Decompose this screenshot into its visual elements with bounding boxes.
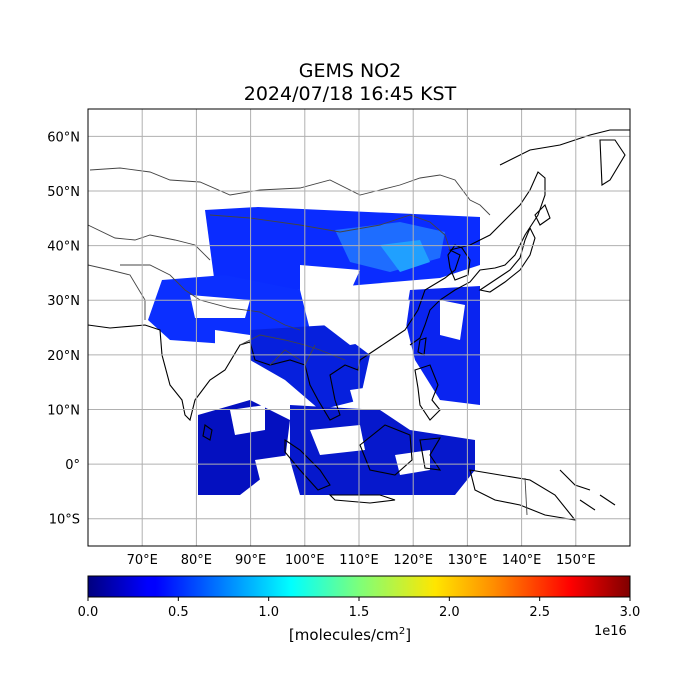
lat-tick-label: 10°N xyxy=(47,403,80,418)
lat-tick-label: 30°N xyxy=(47,294,80,309)
colorbar-label: [molecules/cm2] xyxy=(288,626,412,644)
lon-tick-label: 80°E xyxy=(181,553,212,568)
colorbar-tick-label: 2.0 xyxy=(439,605,460,620)
colorbar-ticks: 0.0 0.5 1.0 1.5 2.0 2.5 3.0 xyxy=(78,597,641,620)
lon-tick-label: 140°E xyxy=(502,553,542,568)
colorbar-tick-label: 3.0 xyxy=(620,605,641,620)
lon-tick-label: 120°E xyxy=(393,553,433,568)
lat-tick-labels: 60°N 50°N 40°N 30°N 20°N 10°N 0° 10°S xyxy=(47,130,80,527)
map-title: GEMS NO2 xyxy=(298,60,402,82)
lat-tick-label: 10°S xyxy=(49,513,80,528)
country-borders xyxy=(88,167,528,516)
colorbar-tick-label: 1.0 xyxy=(258,605,279,620)
colorbar-tick-label: 1.5 xyxy=(349,605,370,620)
map-grid xyxy=(88,109,630,546)
colorbar-tick-label: 2.5 xyxy=(529,605,550,620)
map-frame xyxy=(87,108,631,547)
colorbar-tick-label: 0.0 xyxy=(78,605,99,620)
lon-tick-label: 70°E xyxy=(127,553,158,568)
lon-tick-label: 130°E xyxy=(448,553,488,568)
cloud-gaps xyxy=(190,265,465,480)
lon-tick-label: 150°E xyxy=(556,553,596,568)
colorbar xyxy=(87,575,631,598)
map-subtitle: 2024/07/18 16:45 KST xyxy=(243,83,457,105)
lon-tick-label: 110°E xyxy=(339,553,379,568)
lon-tick-label: 90°E xyxy=(235,553,266,568)
lat-tick-label: 40°N xyxy=(47,240,80,255)
lat-tick-label: 50°N xyxy=(47,185,80,200)
colorbar-multiplier: 1e16 xyxy=(594,624,627,639)
lat-tick-label: 20°N xyxy=(47,349,80,364)
lat-tick-label: 60°N xyxy=(47,130,80,145)
lon-tick-label: 100°E xyxy=(285,553,325,568)
lon-tick-labels: 70°E 80°E 90°E 100°E 110°E 120°E 130°E 140°E 150… xyxy=(127,553,596,568)
lat-tick-label: 0° xyxy=(65,458,80,473)
colorbar-tick-label: 0.5 xyxy=(168,605,189,620)
no2-swath xyxy=(148,207,480,495)
